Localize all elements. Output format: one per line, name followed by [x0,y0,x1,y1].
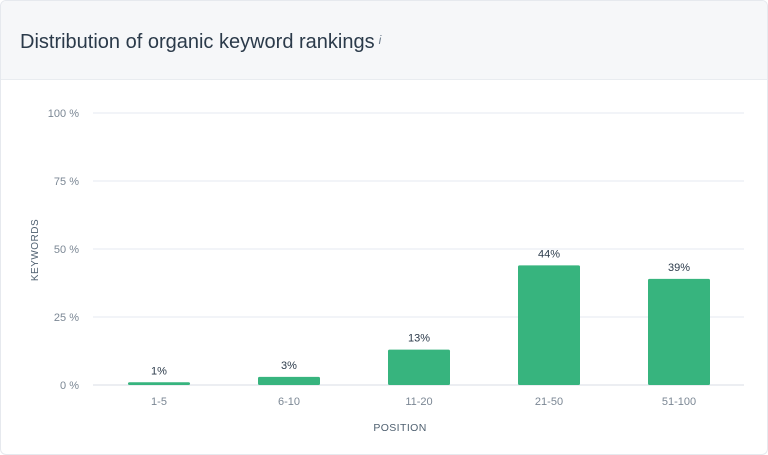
y-tick-label: 0 % [60,380,79,392]
x-tick-label: 11-20 [405,396,432,408]
value-label: 13% [408,333,430,345]
chart-title: Distribution of organic keyword rankings… [20,31,381,54]
y-tick-label: 100 % [48,108,79,120]
bar-51-100[interactable] [648,278,710,385]
chart-title-text: Distribution of organic keyword rankings [20,31,375,53]
value-label: 1% [151,365,167,377]
x-tick-label: 1-5 [151,396,167,408]
bar-6-10[interactable] [258,376,320,385]
y-axis-ticks: 0 % 25 % 50 % 75 % 100 % [48,108,79,392]
card-header: Distribution of organic keyword rankings… [1,1,767,80]
x-axis-ticks: 1-5 6-10 11-20 21-50 51-100 [151,396,696,408]
y-axis-title: KEYWORDS [30,219,41,281]
value-labels: 1% 3% 13% 44% 39% [151,248,690,377]
bar-1-5[interactable] [128,382,190,385]
y-tick-label: 25 % [54,312,79,324]
bar-11-20[interactable] [388,349,450,385]
bar-21-50[interactable] [518,265,580,385]
x-axis-title: POSITION [373,422,426,434]
value-label: 44% [538,248,560,260]
x-tick-label: 6-10 [278,396,300,408]
bars [128,265,710,385]
chart-area: 0 % 25 % 50 % 75 % 100 % 1% 3% 13% 44% 39% 1-5 6-… [1,80,767,454]
info-icon[interactable]: i [378,33,382,47]
bar-chart: 0 % 25 % 50 % 75 % 100 % 1% 3% 13% 44% 39% 1-5 6-… [30,108,744,434]
y-tick-label: 50 % [54,244,79,256]
y-tick-label: 75 % [54,176,79,188]
value-label: 39% [668,262,690,274]
grid-lines [93,112,744,386]
x-tick-label: 51-100 [662,396,696,408]
value-label: 3% [281,360,297,372]
x-tick-label: 21-50 [535,396,563,408]
